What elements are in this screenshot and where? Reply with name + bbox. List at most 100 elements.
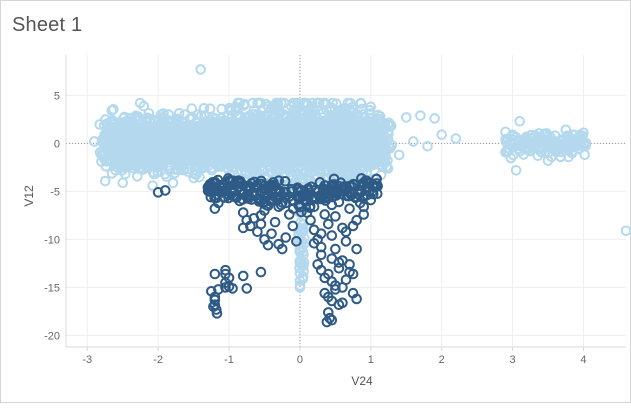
dark-point bbox=[283, 209, 295, 220]
dark-point bbox=[351, 293, 362, 305]
cloud-point bbox=[265, 167, 277, 179]
light-point bbox=[556, 143, 568, 155]
x-tick-label: 0 bbox=[297, 354, 303, 366]
cloud-point bbox=[156, 113, 167, 124]
dark-point bbox=[319, 209, 331, 220]
cloud-point bbox=[155, 109, 167, 120]
light-point bbox=[110, 164, 121, 176]
dark-point bbox=[227, 175, 239, 187]
cloud-point bbox=[129, 125, 140, 136]
cloud-point bbox=[100, 136, 111, 148]
dark-point bbox=[255, 218, 267, 230]
dark-point bbox=[206, 285, 217, 297]
cloud-point bbox=[216, 103, 228, 115]
dark-point bbox=[286, 183, 297, 195]
cloud-point bbox=[374, 156, 386, 167]
x-tick-label: -2 bbox=[153, 354, 163, 366]
dark-point bbox=[287, 220, 299, 232]
cloud-point bbox=[270, 102, 281, 113]
light-point bbox=[514, 135, 525, 146]
dark-point bbox=[159, 185, 171, 196]
cloud-point bbox=[96, 146, 108, 158]
cloud-point bbox=[147, 180, 158, 191]
cloud-point bbox=[204, 103, 216, 114]
dark-point bbox=[326, 199, 338, 211]
dark-point bbox=[279, 175, 291, 187]
cloud-point bbox=[502, 146, 514, 157]
x-tick-label: 3 bbox=[510, 354, 516, 366]
dark-point bbox=[326, 253, 338, 264]
cloud-point bbox=[100, 114, 111, 125]
cloud-point bbox=[260, 98, 272, 110]
dark-point bbox=[266, 193, 277, 205]
dark-point bbox=[209, 203, 221, 214]
dark-point bbox=[337, 255, 348, 266]
dark-point bbox=[240, 190, 252, 202]
cloud-point bbox=[365, 108, 376, 119]
light-point bbox=[195, 64, 206, 75]
y-tick-label: 0 bbox=[54, 138, 60, 150]
dark-point bbox=[347, 189, 359, 200]
dark-point bbox=[292, 183, 304, 195]
dark-point bbox=[344, 266, 355, 278]
dark-point bbox=[315, 228, 327, 239]
cloud-point bbox=[327, 97, 338, 109]
light-point bbox=[525, 145, 536, 157]
light-point bbox=[408, 136, 419, 147]
dark-point bbox=[321, 316, 333, 328]
cloud-point bbox=[131, 144, 142, 155]
dark-point bbox=[291, 236, 302, 247]
x-tick-label: -3 bbox=[82, 354, 92, 366]
cloud-point bbox=[232, 97, 244, 109]
cloud-point bbox=[297, 219, 309, 231]
cloud-point bbox=[99, 175, 111, 187]
dark-point bbox=[305, 214, 316, 226]
cloud-point bbox=[248, 105, 260, 116]
cloud-point bbox=[540, 134, 552, 145]
cloud-point bbox=[156, 156, 168, 168]
cloud-point bbox=[366, 122, 378, 134]
cloud-point bbox=[152, 166, 164, 178]
dark-point bbox=[340, 226, 352, 238]
dark-point bbox=[363, 178, 375, 190]
cloud-point bbox=[198, 103, 210, 114]
light-point bbox=[535, 146, 547, 158]
series-dark-points bbox=[152, 173, 383, 328]
dark-point bbox=[280, 232, 292, 243]
cloud-point bbox=[118, 124, 129, 136]
x-tick-label: 4 bbox=[580, 354, 586, 366]
dark-point bbox=[208, 301, 219, 312]
cloud-point bbox=[167, 177, 179, 189]
dark-point bbox=[349, 179, 360, 190]
dark-point bbox=[294, 201, 306, 213]
dark-point bbox=[280, 197, 292, 209]
cloud-point bbox=[129, 130, 141, 141]
light-point bbox=[415, 110, 426, 121]
dark-point bbox=[269, 216, 281, 228]
x-tick-label: 2 bbox=[439, 354, 445, 366]
dark-point bbox=[330, 280, 341, 291]
dark-point bbox=[326, 230, 338, 241]
dark-point bbox=[237, 222, 249, 234]
dark-point bbox=[326, 314, 338, 326]
dark-point bbox=[365, 194, 377, 206]
dark-point bbox=[253, 196, 265, 207]
cloud-point bbox=[293, 229, 304, 240]
dark-point bbox=[220, 282, 231, 293]
light-point bbox=[500, 126, 511, 138]
light-point bbox=[436, 129, 447, 141]
cloud-point bbox=[130, 110, 142, 122]
dark-point bbox=[347, 220, 359, 232]
dark-point bbox=[330, 211, 341, 222]
light-point bbox=[393, 149, 405, 161]
dark-point bbox=[205, 191, 217, 203]
dark-point bbox=[251, 182, 263, 194]
dark-point bbox=[330, 243, 341, 255]
cloud-point bbox=[344, 104, 355, 116]
x-axis-title: V24 bbox=[351, 374, 373, 388]
light-point bbox=[450, 133, 462, 144]
cloud-point bbox=[575, 139, 587, 151]
dark-point bbox=[337, 297, 348, 309]
dark-point bbox=[227, 283, 238, 294]
